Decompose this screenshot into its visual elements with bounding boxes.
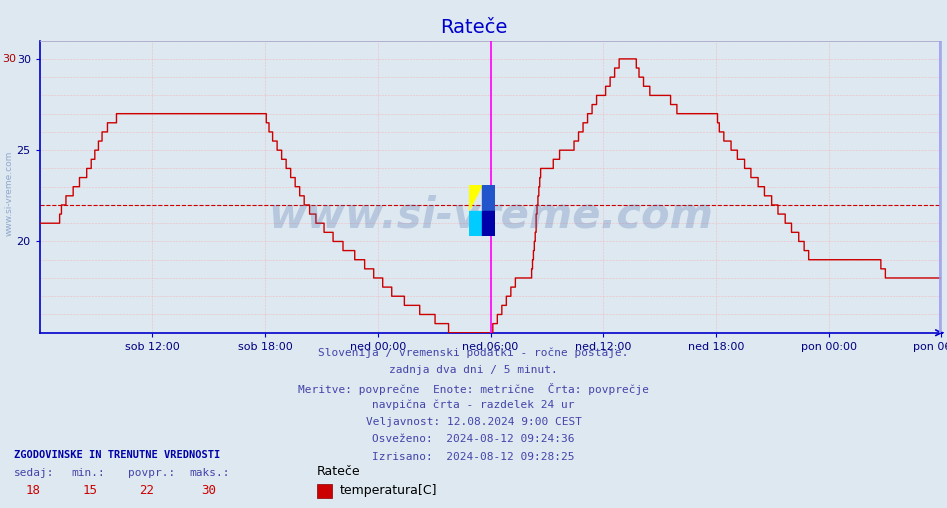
- Text: Meritve: povprečne  Enote: metrične  Črta: povprečje: Meritve: povprečne Enote: metrične Črta:…: [298, 383, 649, 395]
- Text: sedaj:: sedaj:: [14, 467, 55, 478]
- Text: min.:: min.:: [71, 467, 105, 478]
- Text: 18: 18: [26, 484, 41, 497]
- Text: ZGODOVINSKE IN TRENUTNE VREDNOSTI: ZGODOVINSKE IN TRENUTNE VREDNOSTI: [14, 450, 221, 460]
- Text: Izrisano:  2024-08-12 09:28:25: Izrisano: 2024-08-12 09:28:25: [372, 452, 575, 462]
- Text: Slovenija / vremenski podatki - ročne postaje.: Slovenija / vremenski podatki - ročne po…: [318, 348, 629, 359]
- Text: Veljavnost: 12.08.2024 9:00 CEST: Veljavnost: 12.08.2024 9:00 CEST: [366, 417, 581, 427]
- Polygon shape: [482, 185, 495, 211]
- Text: www.si-vreme.com: www.si-vreme.com: [5, 150, 14, 236]
- Text: navpična črta - razdelek 24 ur: navpična črta - razdelek 24 ur: [372, 400, 575, 410]
- Text: maks.:: maks.:: [189, 467, 230, 478]
- Text: zadnja dva dni / 5 minut.: zadnja dva dni / 5 minut.: [389, 365, 558, 375]
- Text: 22: 22: [139, 484, 154, 497]
- Polygon shape: [469, 185, 482, 211]
- Text: 30: 30: [201, 484, 216, 497]
- Polygon shape: [482, 211, 495, 236]
- Text: 15: 15: [82, 484, 98, 497]
- Text: Rateče: Rateče: [317, 464, 361, 478]
- Text: temperatura[C]: temperatura[C]: [340, 484, 438, 497]
- Text: Rateče: Rateče: [439, 18, 508, 37]
- Text: www.si-vreme.com: www.si-vreme.com: [268, 195, 713, 237]
- Text: Osveženo:  2024-08-12 09:24:36: Osveženo: 2024-08-12 09:24:36: [372, 434, 575, 444]
- Polygon shape: [469, 211, 482, 236]
- Text: povpr.:: povpr.:: [128, 467, 175, 478]
- Text: 30: 30: [2, 54, 16, 64]
